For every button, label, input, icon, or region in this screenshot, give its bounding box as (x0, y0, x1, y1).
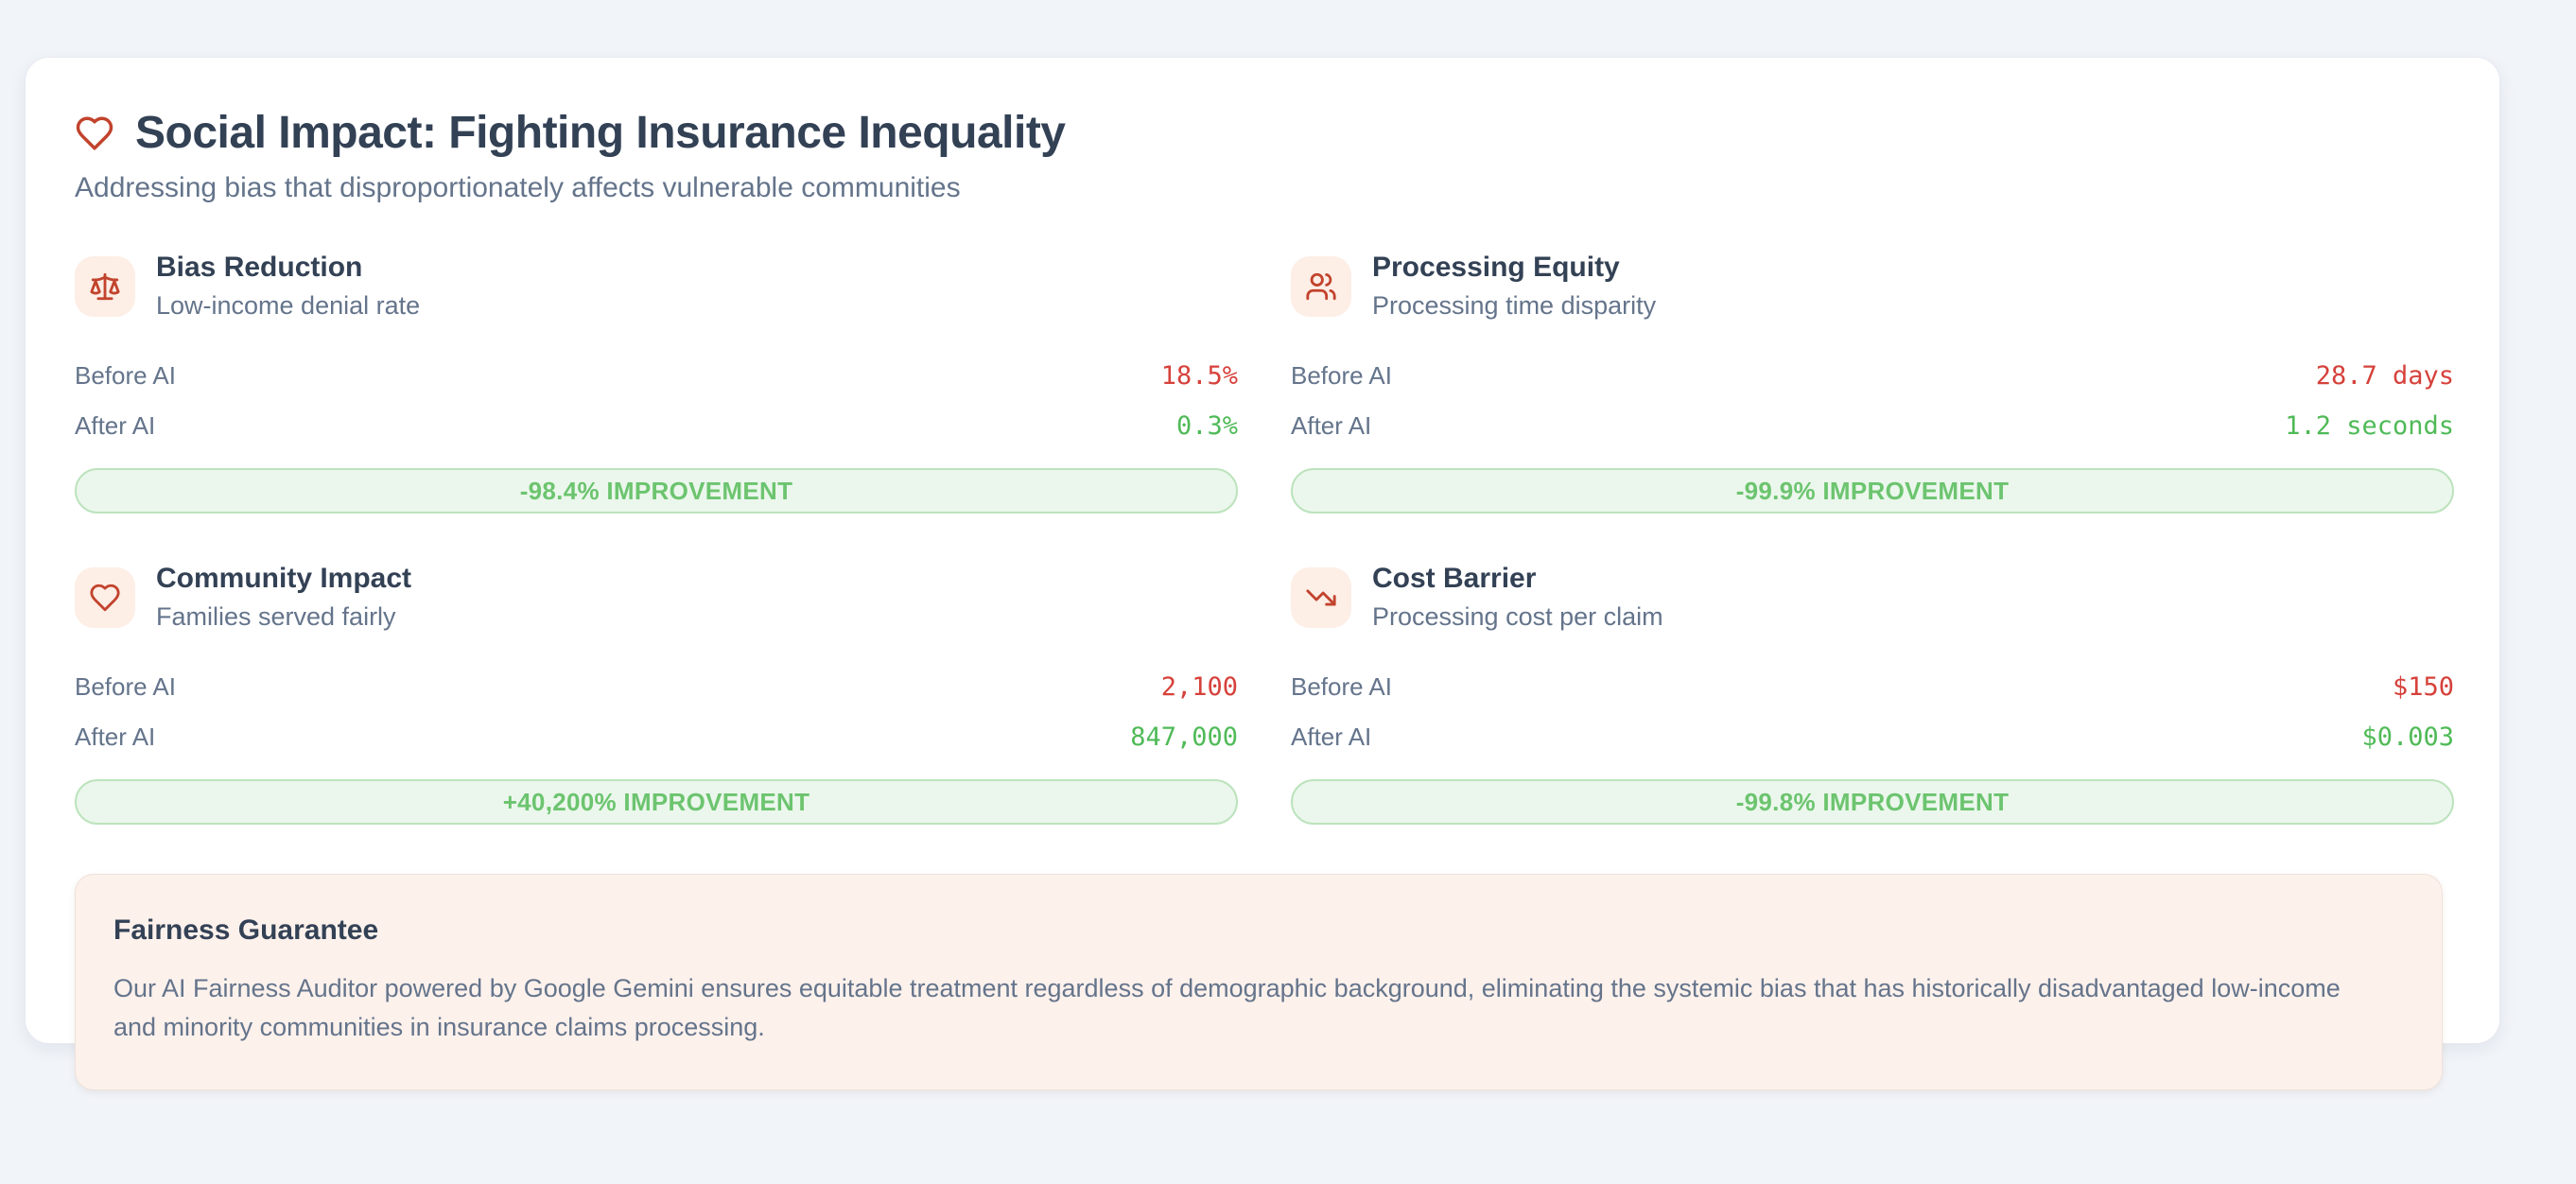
before-ai-row: Before AI $150 (1291, 662, 2454, 712)
before-ai-label: Before AI (75, 361, 176, 390)
after-ai-label: After AI (75, 411, 156, 440)
after-ai-label: After AI (75, 723, 156, 751)
page-subtitle: Addressing bias that disproportionately … (75, 172, 961, 203)
before-ai-value: 28.7 days (2315, 361, 2454, 391)
after-ai-label: After AI (1291, 411, 1372, 440)
metric-subtitle: Low-income denial rate (156, 291, 421, 320)
metric-card-community-impact: Community Impact Families served fairly … (75, 563, 1238, 825)
metric-head-text: Processing Equity Processing time dispar… (1372, 252, 1656, 321)
after-ai-row: After AI 1.2 seconds (1291, 401, 2454, 451)
social-impact-panel: Social Impact: Fighting Insurance Inequa… (25, 57, 2500, 1090)
metric-title: Bias Reduction (156, 252, 363, 283)
users-icon (1291, 255, 1351, 317)
improvement-badge: -99.9% IMPROVEMENT (1291, 468, 2454, 514)
metric-subtitle: Families served fairly (156, 602, 396, 631)
metric-card-cost-barrier: Cost Barrier Processing cost per claim B… (1291, 563, 2454, 825)
page-title: Social Impact: Fighting Insurance Inequa… (135, 108, 1066, 158)
metric-head: Cost Barrier Processing cost per claim (1291, 563, 2454, 632)
metric-card-processing-equity: Processing Equity Processing time dispar… (1291, 252, 2454, 514)
before-ai-row: Before AI 28.7 days (1291, 351, 2454, 401)
after-ai-value: 847,000 (1130, 723, 1238, 752)
scale-icon (75, 255, 135, 317)
trending-down-icon (1291, 566, 1351, 628)
after-ai-value: $0.003 (2361, 723, 2454, 752)
metric-head: Bias Reduction Low-income denial rate (75, 252, 1238, 321)
before-ai-value: $150 (2392, 672, 2454, 702)
before-ai-value: 2,100 (1160, 672, 1238, 702)
metric-head-text: Community Impact Families served fairly (156, 563, 411, 632)
metric-title: Community Impact (156, 563, 412, 594)
metric-title: Processing Equity (1372, 252, 1620, 283)
fairness-guarantee-box: Fairness Guarantee Our AI Fairness Audit… (75, 874, 2443, 1090)
metric-head: Processing Equity Processing time dispar… (1291, 252, 2454, 321)
improvement-badge: +40,200% IMPROVEMENT (75, 779, 1238, 825)
fairness-body: Our AI Fairness Auditor powered by Googl… (113, 974, 2341, 1041)
metric-head-text: Cost Barrier Processing cost per claim (1372, 563, 1663, 632)
before-ai-label: Before AI (1291, 672, 1392, 701)
before-ai-label: Before AI (75, 672, 176, 701)
metric-head-text: Bias Reduction Low-income denial rate (156, 252, 420, 321)
metric-subtitle: Processing cost per claim (1372, 602, 1663, 631)
improvement-badge: -98.4% IMPROVEMENT (75, 468, 1238, 514)
before-ai-row: Before AI 2,100 (75, 662, 1238, 712)
after-ai-row: After AI 847,000 (75, 712, 1238, 762)
metrics-grid: Bias Reduction Low-income denial rate Be… (75, 252, 2454, 825)
after-ai-row: After AI 0.3% (75, 401, 1238, 451)
before-ai-value: 18.5% (1160, 361, 1238, 391)
panel-header: Social Impact: Fighting Insurance Inequa… (75, 107, 2454, 159)
fairness-title: Fairness Guarantee (113, 914, 379, 946)
after-ai-row: After AI $0.003 (1291, 712, 2454, 762)
before-ai-row: Before AI 18.5% (75, 351, 1238, 401)
metric-card-bias-reduction: Bias Reduction Low-income denial rate Be… (75, 252, 1238, 514)
after-ai-value: 0.3% (1175, 411, 1238, 441)
metric-title: Cost Barrier (1372, 563, 1537, 594)
heart-icon (75, 566, 135, 628)
metric-subtitle: Processing time disparity (1372, 291, 1657, 320)
heart-icon (76, 116, 113, 149)
improvement-badge: -99.8% IMPROVEMENT (1291, 779, 2454, 825)
after-ai-label: After AI (1291, 723, 1372, 751)
metric-head: Community Impact Families served fairly (75, 563, 1238, 632)
before-ai-label: Before AI (1291, 361, 1392, 390)
after-ai-value: 1.2 seconds (2285, 411, 2454, 441)
